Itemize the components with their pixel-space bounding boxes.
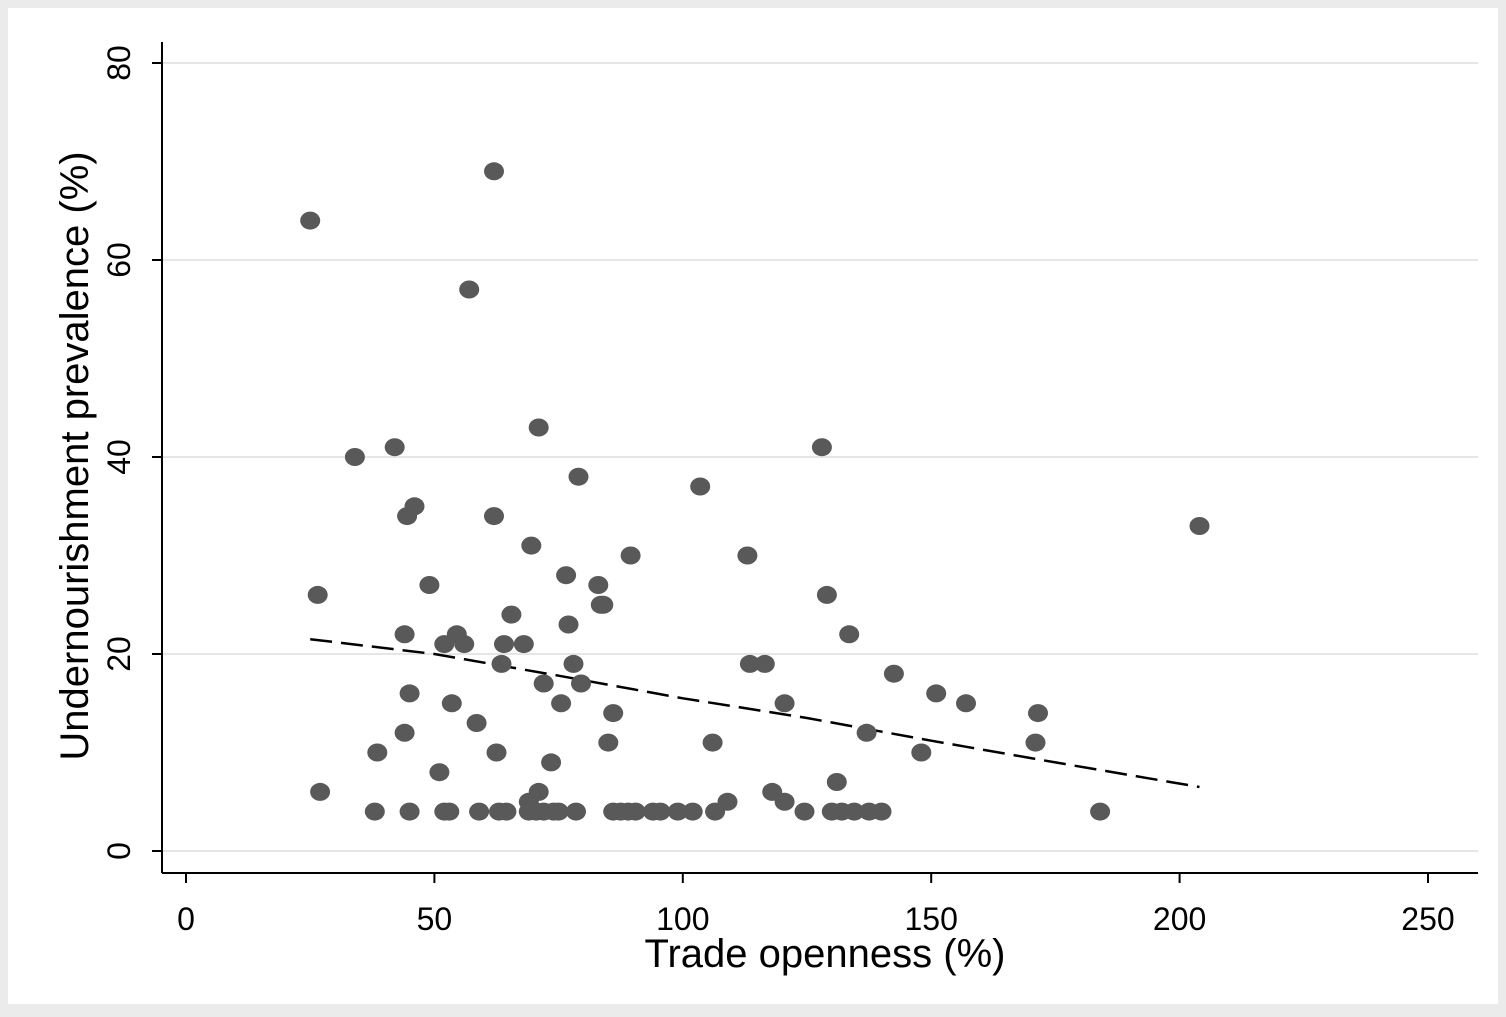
data-point: [826, 773, 847, 791]
data-point: [307, 585, 328, 604]
data-point: [541, 753, 562, 772]
gridlines: [162, 62, 1478, 852]
data-point: [566, 802, 586, 821]
data-point: [794, 802, 815, 821]
data-point: [816, 585, 837, 604]
axes: 0 50 100 150 200 250 0 20 40 60 80: [101, 42, 1478, 937]
data-point: [702, 733, 723, 752]
data-point: [528, 418, 549, 437]
x-axis-title: Trade openness (%): [645, 932, 1006, 976]
fitted-line: [310, 637, 1200, 789]
data-point: [774, 792, 795, 811]
data-point: [926, 684, 947, 703]
data-point: [300, 211, 321, 230]
data-point: [419, 576, 440, 594]
data-point: [533, 674, 554, 693]
chart-panel: [8, 8, 1498, 1004]
data-point: [556, 566, 577, 585]
x-tick-label: 0: [177, 901, 195, 937]
data-point: [625, 802, 646, 821]
data-point: [588, 576, 609, 594]
data-point: [737, 546, 758, 565]
data-point: [856, 723, 877, 742]
data-point: [367, 743, 388, 762]
data-point: [598, 733, 619, 752]
data-point: [404, 497, 425, 516]
y-tick-label: 60: [101, 242, 137, 278]
data-point: [883, 664, 904, 683]
data-point: [568, 467, 589, 486]
data-point: [384, 438, 405, 457]
data-point: [1025, 733, 1046, 752]
data-point: [466, 714, 487, 732]
data-point: [394, 723, 415, 742]
x-tick-label: 150: [905, 901, 958, 937]
data-points: [300, 162, 1210, 821]
data-point: [956, 694, 976, 713]
data-point: [399, 684, 420, 703]
data-point: [690, 477, 711, 496]
data-point: [459, 280, 480, 299]
data-point: [491, 654, 512, 673]
data-point: [754, 654, 775, 673]
data-point: [364, 802, 385, 821]
data-point: [394, 625, 415, 644]
data-point: [871, 802, 892, 821]
data-point: [911, 743, 932, 762]
x-tick-label: 200: [1153, 901, 1206, 937]
data-point: [682, 802, 703, 821]
data-point: [501, 605, 522, 624]
data-point: [399, 802, 420, 821]
data-point: [441, 694, 462, 713]
y-axis-title: Undernourishment prevalence (%): [53, 151, 97, 760]
x-tick-label: 100: [656, 901, 709, 937]
y-tick-label: 20: [101, 636, 137, 672]
data-point: [1189, 517, 1210, 535]
data-point: [620, 546, 641, 565]
data-point: [839, 625, 860, 644]
data-point: [310, 782, 331, 801]
data-point: [667, 802, 688, 821]
data-point: [593, 595, 614, 614]
data-point: [344, 448, 365, 466]
data-point: [429, 763, 450, 782]
fit-line-layer: [310, 637, 1200, 789]
data-point: [558, 615, 579, 634]
data-point: [548, 802, 569, 821]
data-point: [717, 792, 738, 811]
data-point: [496, 802, 517, 821]
data-point: [1090, 802, 1111, 821]
y-tick-label: 80: [101, 45, 137, 81]
x-tick-label: 250: [1401, 901, 1454, 937]
data-point: [603, 704, 624, 723]
data-point: [650, 802, 671, 821]
data-point: [484, 162, 504, 181]
y-tick-label: 0: [101, 842, 137, 860]
data-point: [486, 743, 507, 762]
data-point: [454, 635, 475, 654]
data-point: [551, 694, 572, 713]
y-tick-label: 40: [101, 439, 137, 475]
data-point: [844, 802, 865, 821]
data-point: [513, 635, 534, 654]
data-point: [484, 507, 504, 526]
data-point: [739, 654, 760, 673]
data-point: [439, 802, 460, 821]
data-point: [571, 674, 591, 693]
data-point: [774, 694, 795, 713]
data-point: [811, 438, 832, 457]
data-point: [563, 654, 584, 673]
data-point: [1028, 704, 1048, 723]
data-point: [494, 635, 514, 654]
data-point: [528, 782, 549, 801]
data-point: [521, 536, 542, 555]
x-tick-label: 50: [417, 901, 453, 937]
data-point: [469, 802, 490, 821]
